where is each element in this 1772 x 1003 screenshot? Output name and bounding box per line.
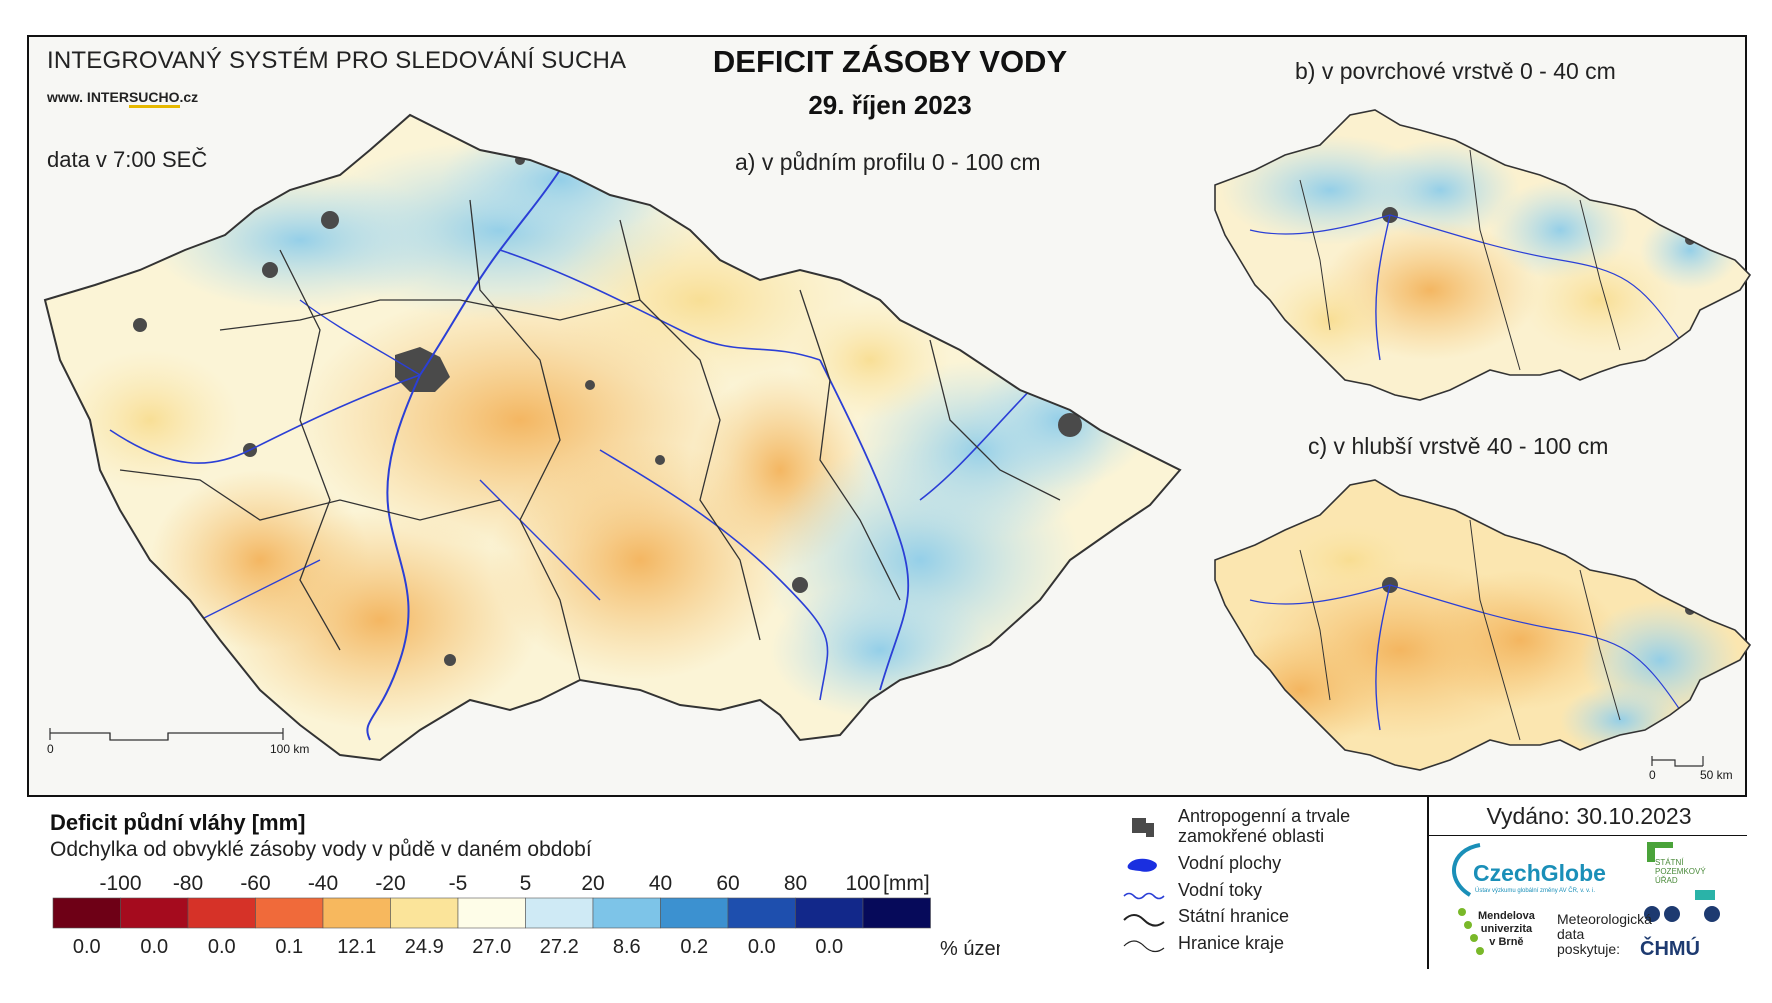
met-data-label: Meteorologická data poskytuje: (1557, 911, 1652, 957)
czechglobe-subtitle: Ústav výzkumu globální změny AV ČR, v. v… (1475, 888, 1596, 894)
legend-color-bin (187, 897, 256, 929)
mendel-logo: Mendelova univerzita v Brně (1478, 910, 1535, 948)
region-border-icon (1123, 940, 1165, 953)
credits-divider (1427, 795, 1429, 969)
legend-color-bin (727, 897, 796, 929)
legend-urban-label: Antropogenní a trvale zamokřené oblasti (1178, 806, 1351, 846)
map-b (1215, 110, 1750, 400)
map-b-label: b) v povrchové vrstvě 0 - 40 cm (1295, 58, 1616, 84)
legend-water-label: Vodní plochy (1178, 853, 1282, 873)
legend-panel (27, 797, 1427, 969)
legend-percent-label: 12.1 (337, 936, 376, 958)
credits-panel (1429, 797, 1747, 969)
issued-date: Vydáno: 30.10.2023 (1486, 803, 1692, 829)
map-c-label: c) v hlubší vrstvě 40 - 100 cm (1308, 433, 1609, 459)
legend-percent-label: 0.0 (73, 936, 101, 958)
scale-main-start: 0 (47, 742, 54, 756)
legend-divider (27, 795, 1747, 797)
scale-small-end: 50 km (1700, 768, 1733, 782)
legend-unit: [mm] (883, 872, 930, 895)
state-border-b (1214, 109, 1752, 401)
river-icon (1123, 892, 1165, 900)
legend-color-bin (390, 897, 459, 929)
state-border-icon (1123, 914, 1165, 927)
czechglobe-arc-icon (1452, 843, 1481, 897)
legend-color-bin (660, 897, 729, 929)
scale-small-start: 0 (1649, 768, 1656, 782)
legend-threshold-label: 100 (845, 872, 880, 895)
color-scale: -100 -80 -60 -40 -20 -5 5 20 40 60 80 100 [mm] 0.0 0.0… (52, 872, 1000, 960)
legend-percent-unit: % území (940, 938, 1000, 960)
legend-threshold-label: -40 (308, 872, 338, 895)
website-link[interactable]: www. INTERSUCHO.cz (47, 89, 198, 108)
state-border-main (43, 113, 1182, 762)
issued-divider (1429, 835, 1747, 836)
legend-title: Deficit půdní vláhy [mm] (50, 810, 306, 835)
legend-color-bin (120, 897, 189, 929)
scale-bar-small (1651, 756, 1704, 767)
legend-percent-label: 27.0 (472, 936, 511, 958)
legend-percent-label: 0.0 (748, 936, 776, 958)
urban-area-icon (1132, 818, 1154, 837)
data-time-label: data v 7:00 SEČ (47, 147, 208, 172)
legend-percent-label: 0.1 (275, 936, 303, 958)
mendel-dot-icon (1458, 908, 1466, 916)
legend-percent-label: 0.0 (140, 936, 168, 958)
legend-threshold-label: 80 (784, 872, 807, 895)
logo-shapes (1452, 842, 1720, 955)
legend-color-bin (525, 897, 594, 929)
legend-color-bin (457, 897, 526, 929)
legend-state-border-label: Státní hranice (1178, 906, 1290, 926)
legend-threshold-label: -5 (449, 872, 468, 895)
system-title: INTEGROVANÝ SYSTÉM PRO SLEDOVÁNÍ SUCHA (47, 47, 627, 74)
legend-region-border-label: Hranice kraje (1178, 933, 1285, 953)
legend-threshold-label: 60 (716, 872, 739, 895)
legend-threshold-label: 20 (581, 872, 604, 895)
legend-subtitle: Odchylka od obvyklé zásoby vody v půdě v… (50, 838, 592, 861)
legend-threshold-label: 40 (649, 872, 672, 895)
czechglobe-logo: CzechGlobe (1473, 860, 1606, 886)
legend-color-bin (795, 897, 864, 929)
symbol-icons (1123, 818, 1165, 953)
chmu-logo: ČHMÚ (1640, 938, 1700, 960)
map-date: 29. říjen 2023 (808, 90, 972, 120)
legend-color-bin (322, 897, 391, 929)
legend-threshold-label: -60 (240, 872, 270, 895)
legend-color-bin (255, 897, 324, 929)
legend-color-bin (862, 897, 931, 929)
legend-color-bin (52, 897, 121, 929)
chmu-logo-icon (1644, 906, 1660, 922)
legend-percent-label: 0.0 (815, 936, 843, 958)
legend-threshold-label: -100 (99, 872, 141, 895)
legend-percent-label: 8.6 (613, 936, 641, 958)
map-c (1215, 480, 1750, 770)
map-a-label: a) v půdním profilu 0 - 100 cm (735, 149, 1041, 175)
spu-logo: STÁTNÍ POZEMKOVÝ ÚŘAD (1655, 858, 1706, 885)
state-border-c (1214, 479, 1752, 771)
legend-threshold-label: 5 (520, 872, 532, 895)
scale-bar-main (49, 728, 284, 741)
legend-percent-label: 24.9 (405, 936, 444, 958)
legend-percent-label: 27.2 (540, 936, 579, 958)
legend-threshold-label: -80 (173, 872, 203, 895)
legend-river-label: Vodní toky (1178, 880, 1263, 900)
spu-logo-icon (1647, 842, 1655, 862)
scale-main-end: 100 km (270, 742, 310, 756)
legend-threshold-label: -20 (375, 872, 405, 895)
legend-color-bin (592, 897, 661, 929)
legend-percent-label: 0.2 (680, 936, 708, 958)
legend-percent-label: 0.0 (208, 936, 236, 958)
page-title: DEFICIT ZÁSOBY VODY (712, 44, 1068, 79)
water-body-icon (1127, 858, 1157, 872)
